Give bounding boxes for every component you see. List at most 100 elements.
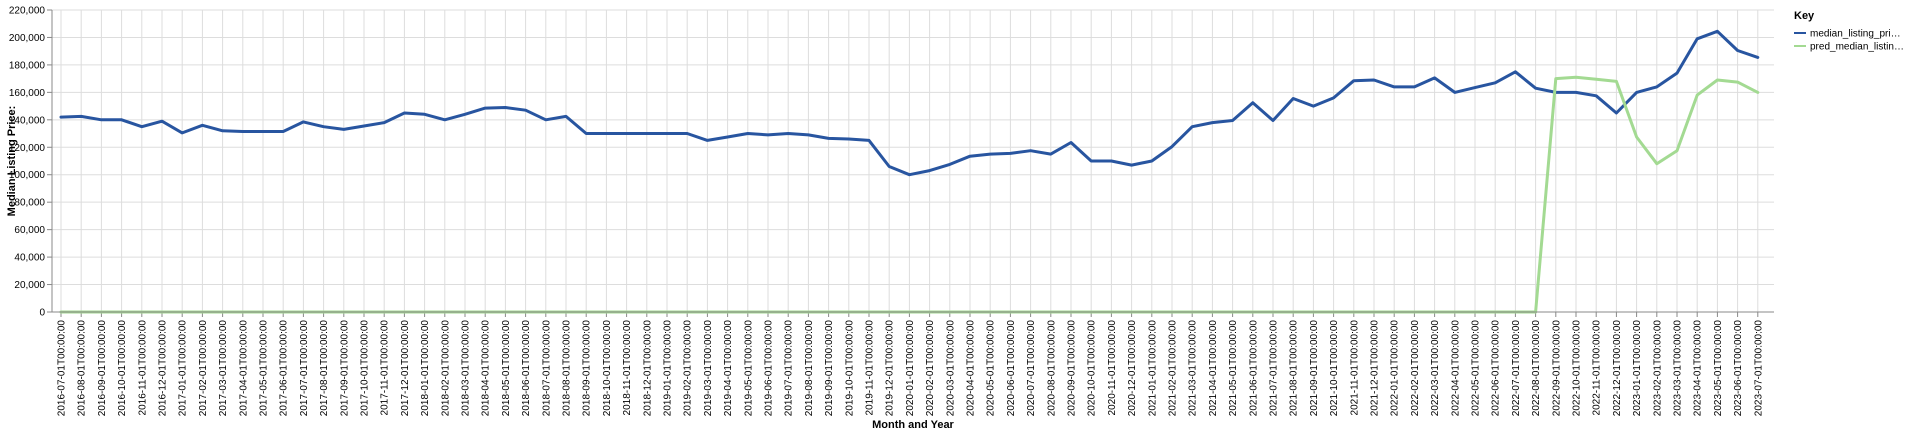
x-tick-label: 2022-01-01T00:00:00 xyxy=(1390,320,1401,417)
x-tick-label: 2019-11-01T00:00:00 xyxy=(865,320,876,416)
x-tick-label: 2020-05-01T00:00:00 xyxy=(986,320,997,417)
x-tick-label: 2022-06-01T00:00:00 xyxy=(1491,320,1502,417)
x-tick-label: 2020-12-01T00:00:00 xyxy=(1127,320,1138,417)
x-tick-label: 2023-04-01T00:00:00 xyxy=(1693,320,1704,417)
x-tick-label: 2021-04-01T00:00:00 xyxy=(1208,320,1219,417)
x-tick-label: 2017-08-01T00:00:00 xyxy=(319,320,330,417)
x-tick-label: 2021-01-01T00:00:00 xyxy=(1147,320,1158,417)
x-tick-label: 2018-09-01T00:00:00 xyxy=(582,320,593,417)
x-tick-label: 2018-11-01T00:00:00 xyxy=(622,320,633,416)
x-tick-label: 2019-09-01T00:00:00 xyxy=(824,320,835,417)
x-tick-label: 2022-05-01T00:00:00 xyxy=(1471,320,1482,417)
x-tick-label: 2018-05-01T00:00:00 xyxy=(501,320,512,417)
y-tick-label: 40,000 xyxy=(14,253,45,264)
x-tick-label: 2022-09-01T00:00:00 xyxy=(1551,320,1562,417)
y-tick-label: 160,000 xyxy=(9,88,46,99)
x-tick-label: 2016-10-01T00:00:00 xyxy=(117,320,128,417)
x-tick-label: 2019-04-01T00:00:00 xyxy=(723,320,734,417)
x-tick-label: 2021-06-01T00:00:00 xyxy=(1248,320,1259,417)
x-tick-label: 2019-06-01T00:00:00 xyxy=(764,320,775,417)
legend-label: pred_median_listin… xyxy=(1810,42,1904,53)
x-tick-label: 2017-03-01T00:00:00 xyxy=(218,320,229,417)
x-tick-label: 2022-07-01T00:00:00 xyxy=(1511,320,1522,417)
x-tick-label: 2017-10-01T00:00:00 xyxy=(360,320,371,417)
x-tick-label: 2018-10-01T00:00:00 xyxy=(602,320,613,417)
x-tick-label: 2016-12-01T00:00:00 xyxy=(158,320,169,417)
x-tick-label: 2020-04-01T00:00:00 xyxy=(966,320,977,417)
x-tick-label: 2017-09-01T00:00:00 xyxy=(339,320,350,417)
legend-items: median_listing_pri… pred_median_listin… xyxy=(1794,29,1904,53)
x-tick-label: 2023-01-01T00:00:00 xyxy=(1632,320,1643,417)
x-tick-label: 2019-03-01T00:00:00 xyxy=(703,320,714,417)
y-tick-label: 100,000 xyxy=(9,170,46,181)
legend-label: median_listing_pri… xyxy=(1810,29,1901,40)
x-tick-label: 2018-03-01T00:00:00 xyxy=(461,320,472,417)
x-tick-label: 2018-04-01T00:00:00 xyxy=(481,320,492,417)
x-tick-label: 2020-06-01T00:00:00 xyxy=(1006,320,1017,417)
x-tick-label: 2022-02-01T00:00:00 xyxy=(1410,320,1421,417)
x-tick-label: 2019-08-01T00:00:00 xyxy=(804,320,815,417)
x-tick-label: 2016-09-01T00:00:00 xyxy=(97,320,108,417)
x-tick-label: 2017-01-01T00:00:00 xyxy=(178,320,189,417)
x-tick-label: 2021-11-01T00:00:00 xyxy=(1349,320,1360,416)
x-tick-label: 2016-08-01T00:00:00 xyxy=(77,320,88,417)
x-tick-label: 2022-04-01T00:00:00 xyxy=(1450,320,1461,417)
series-line xyxy=(59,29,1760,177)
x-tick-label: 2023-06-01T00:00:00 xyxy=(1733,320,1744,417)
y-tick-label: 0 xyxy=(39,308,45,319)
x-tick-label: 2019-02-01T00:00:00 xyxy=(683,320,694,417)
y-tick-label: 20,000 xyxy=(14,280,45,291)
y-tick-label: 80,000 xyxy=(14,198,45,209)
x-tick-label: 2017-12-01T00:00:00 xyxy=(400,320,411,417)
x-tick-label: 2023-03-01T00:00:00 xyxy=(1673,320,1684,417)
x-tick-label: 2017-05-01T00:00:00 xyxy=(259,320,270,417)
x-tick-label: 2022-12-01T00:00:00 xyxy=(1612,320,1623,417)
y-tick-label: 220,000 xyxy=(9,6,46,17)
x-tick-label: 2019-10-01T00:00:00 xyxy=(844,320,855,417)
y-axis-ticks: 0 20,000 40,000 60,000 80,000 100,000 120,000 1… xyxy=(9,6,52,319)
x-tick-label: 2020-09-01T00:00:00 xyxy=(1067,320,1078,417)
x-tick-label: 2020-10-01T00:00:00 xyxy=(1087,320,1098,417)
x-tick-label: 2020-07-01T00:00:00 xyxy=(1026,320,1037,417)
x-tick-label: 2016-07-01T00:00:00 xyxy=(57,320,68,417)
x-tick-label: 2022-10-01T00:00:00 xyxy=(1572,320,1583,417)
y-axis-title: Median Listing Price: xyxy=(6,106,18,217)
x-tick-label: 2021-03-01T00:00:00 xyxy=(1188,320,1199,417)
x-tick-label: 2021-07-01T00:00:00 xyxy=(1269,320,1280,417)
x-tick-label: 2020-08-01T00:00:00 xyxy=(1046,320,1057,417)
y-tick-label: 140,000 xyxy=(9,115,46,126)
x-tick-label: 2018-06-01T00:00:00 xyxy=(521,320,532,417)
y-tick-label: 120,000 xyxy=(9,143,46,154)
x-tick-label: 2018-02-01T00:00:00 xyxy=(440,320,451,417)
x-tick-label: 2019-01-01T00:00:00 xyxy=(663,320,674,417)
x-tick-label: 2023-05-01T00:00:00 xyxy=(1713,320,1724,417)
x-tick-label: 2016-11-01T00:00:00 xyxy=(137,320,148,416)
x-tick-label: 2021-10-01T00:00:00 xyxy=(1329,320,1340,417)
x-tick-label: 2019-12-01T00:00:00 xyxy=(885,320,896,417)
x-tick-label: 2017-04-01T00:00:00 xyxy=(238,320,249,417)
x-tick-label: 2023-07-01T00:00:00 xyxy=(1753,320,1764,417)
gridlines xyxy=(52,9,1774,313)
x-axis-ticks: 2016-07-01T00:00:00 2016-08-01T00:00:00 20… xyxy=(57,312,1764,417)
x-tick-label: 2022-03-01T00:00:00 xyxy=(1430,320,1441,417)
x-tick-label: 2018-12-01T00:00:00 xyxy=(642,320,653,417)
x-tick-label: 2021-05-01T00:00:00 xyxy=(1228,320,1239,417)
x-tick-label: 2017-11-01T00:00:00 xyxy=(380,320,391,416)
y-tick-label: 60,000 xyxy=(14,225,45,236)
x-tick-label: 2018-01-01T00:00:00 xyxy=(420,320,431,417)
x-tick-label: 2021-12-01T00:00:00 xyxy=(1370,320,1381,417)
x-axis-title: Month and Year xyxy=(872,419,954,431)
x-tick-label: 2018-07-01T00:00:00 xyxy=(541,320,552,417)
y-tick-label: 200,000 xyxy=(9,33,46,44)
x-tick-label: 2020-11-01T00:00:00 xyxy=(1107,320,1118,416)
x-tick-label: 2021-02-01T00:00:00 xyxy=(1168,320,1179,417)
x-tick-label: 2017-06-01T00:00:00 xyxy=(279,320,290,417)
y-tick-label: 180,000 xyxy=(9,60,46,71)
x-tick-label: 2020-02-01T00:00:00 xyxy=(925,320,936,417)
legend-title: Key xyxy=(1794,10,1815,22)
x-tick-label: 2017-07-01T00:00:00 xyxy=(299,320,310,417)
x-tick-label: 2017-02-01T00:00:00 xyxy=(198,320,209,417)
x-tick-label: 2020-03-01T00:00:00 xyxy=(945,320,956,417)
x-tick-label: 2019-07-01T00:00:00 xyxy=(784,320,795,417)
x-tick-label: 2022-11-01T00:00:00 xyxy=(1592,320,1603,416)
